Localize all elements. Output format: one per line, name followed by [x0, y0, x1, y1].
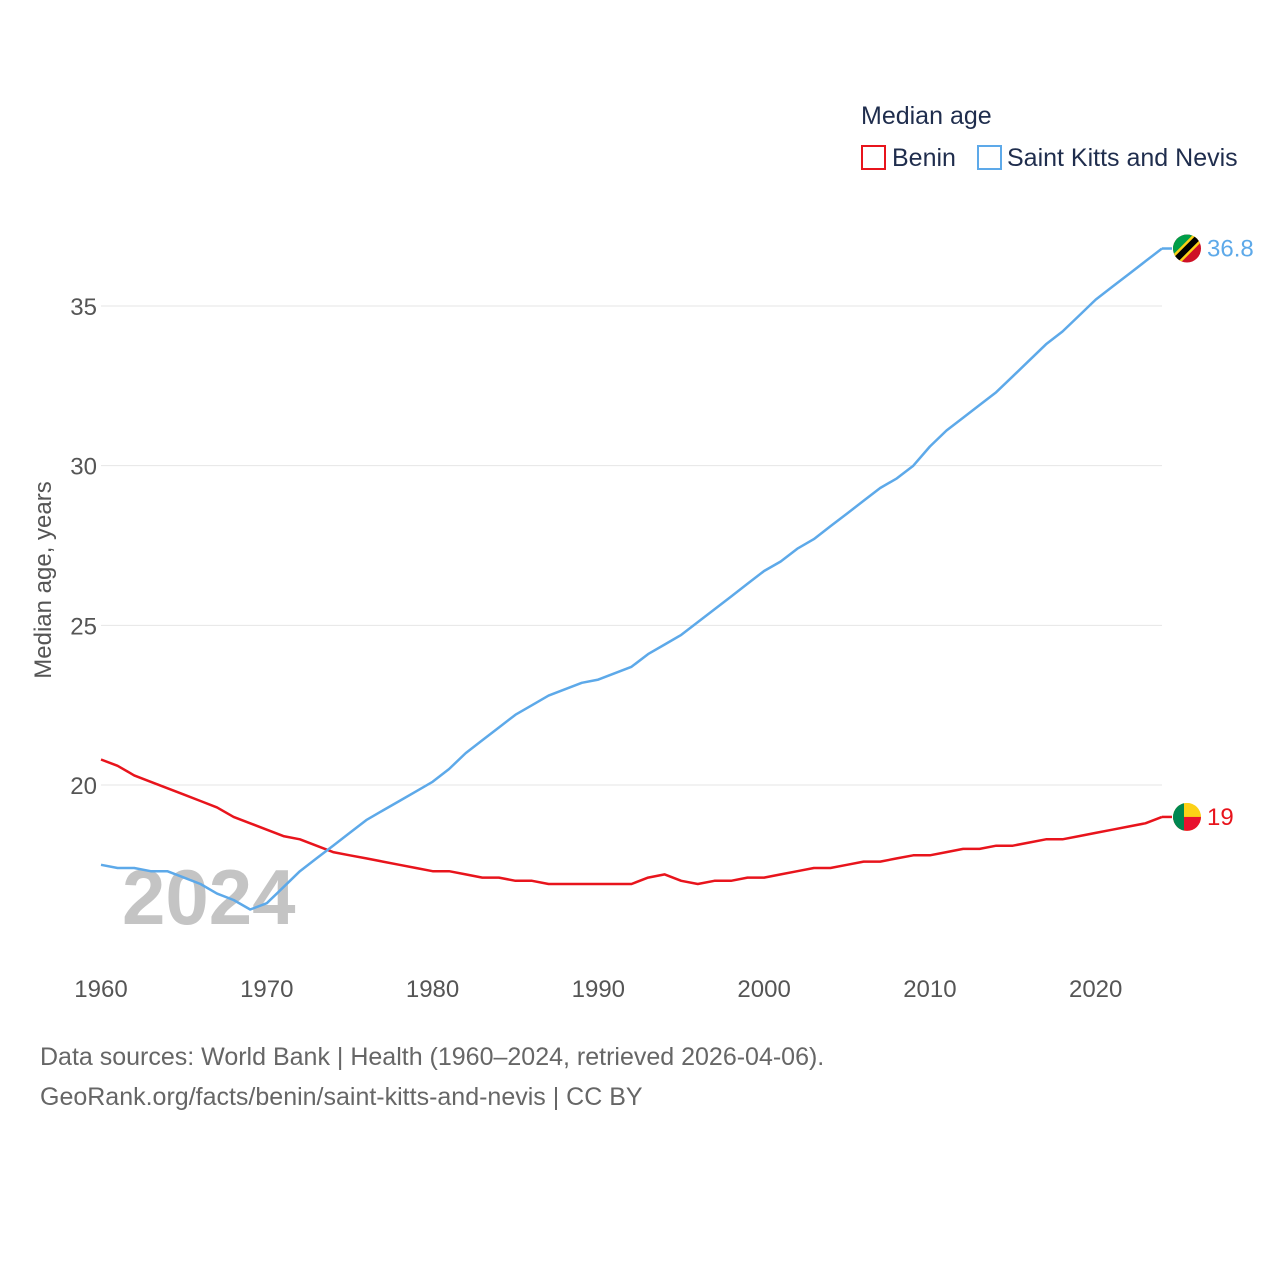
y-tick-label-35: 35	[70, 294, 97, 321]
legend-label-benin: Benin	[892, 144, 956, 172]
legend-swatch-saint-kitts-and-nevis	[977, 145, 1002, 170]
x-tick-label-2000: 2000	[737, 976, 790, 1003]
benin-flag-icon	[1173, 802, 1201, 831]
source-line: Data sources: World Bank | Health (1960–…	[40, 1043, 825, 1071]
legend: Median age Benin Saint Kitts and Nevis	[861, 102, 1238, 172]
y-tick-label-30: 30	[70, 454, 97, 481]
end-label-saint-kitts-and-nevis: 36.8	[1207, 236, 1254, 263]
legend-item-saint-kitts-and-nevis[interactable]: Saint Kitts and Nevis	[977, 144, 1238, 172]
legend-label-saint-kitts-and-nevis: Saint Kitts and Nevis	[1007, 144, 1238, 172]
x-tick-label-2020: 2020	[1069, 976, 1122, 1003]
x-tick-label-1960: 1960	[74, 976, 127, 1003]
series-lines	[100, 247, 1163, 911]
x-tick-label-1980: 1980	[406, 976, 459, 1003]
end-label-benin: 19	[1207, 804, 1234, 831]
saint-kitts-and-nevis-flag-icon	[1173, 234, 1201, 263]
legend-item-benin[interactable]: Benin	[861, 144, 956, 172]
y-tick-label-20: 20	[70, 773, 97, 800]
x-axis-ticks: 1960 1970 1980 1990 2000 2010 2020	[74, 976, 1122, 1003]
x-tick-label-2010: 2010	[903, 976, 956, 1003]
year-watermark: 2024	[122, 853, 296, 941]
series-line-benin	[100, 758, 1163, 886]
y-tick-label-25: 25	[70, 613, 97, 640]
flag-green	[1173, 802, 1184, 831]
legend-title: Median age	[861, 102, 992, 130]
x-tick-label-1990: 1990	[572, 976, 625, 1003]
series-end-markers: 19 36.8	[1162, 234, 1254, 831]
y-axis-title: Median age, years	[30, 481, 57, 678]
series-line-saint-kitts-and-nevis	[100, 247, 1163, 911]
y-axis-ticks: 20 25 30 35	[70, 294, 97, 800]
source-link[interactable]: GeoRank.org/facts/benin/saint-kitts-and-…	[40, 1083, 643, 1111]
x-tick-label-1970: 1970	[240, 976, 293, 1003]
legend-swatch-benin	[861, 145, 886, 170]
gridlines	[101, 305, 1162, 786]
